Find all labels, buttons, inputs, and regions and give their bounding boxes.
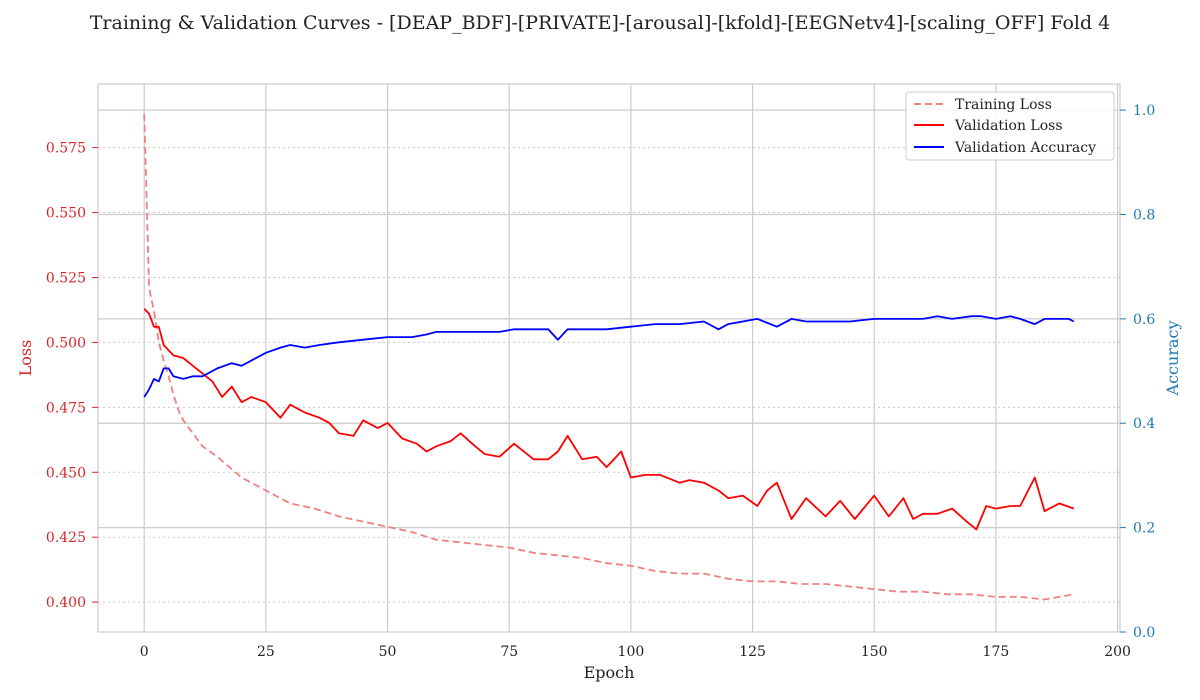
left-y-tick-label: 0.525 — [46, 270, 86, 286]
right-y-tick-label: 0.0 — [1133, 625, 1155, 641]
x-tick-label: 200 — [1104, 644, 1131, 660]
left-y-tick-label: 0.550 — [46, 206, 86, 222]
right-y-tick-label: 0.6 — [1133, 312, 1155, 328]
right-y-tick-label: 0.4 — [1133, 416, 1155, 432]
left-y-tick-label: 0.575 — [46, 141, 86, 157]
legend-box — [905, 91, 1115, 161]
validation-loss-line — [143, 308, 1075, 531]
x-tick-label: 175 — [983, 644, 1010, 660]
plot-area — [98, 84, 1120, 632]
right-y-tick-label: 0.8 — [1133, 207, 1155, 223]
x-tick-label: 150 — [861, 644, 888, 660]
legend-label-validation-accuracy: Validation Accuracy — [954, 140, 1096, 156]
x-tick-label: 25 — [257, 644, 275, 660]
training-loss-line — [143, 113, 1074, 601]
x-tick-label: 0 — [140, 644, 149, 660]
x-tick-label: 50 — [379, 644, 397, 660]
right-y-tick-label: 0.2 — [1133, 521, 1155, 537]
chart-title: Training & Validation Curves - [DEAP_BDF… — [90, 12, 1111, 34]
left-y-tick-label: 0.425 — [46, 530, 86, 546]
validation-accuracy-line — [143, 315, 1075, 398]
left-y-tick-label: 0.400 — [46, 595, 86, 611]
left-y-tick-label: 0.500 — [46, 335, 86, 351]
legend-label-training-loss: Training Loss — [955, 97, 1052, 113]
plot-frame — [97, 83, 1121, 633]
right-y-axis-label: Accuracy — [1163, 321, 1182, 397]
right-y-tick-label: 1.0 — [1133, 103, 1155, 119]
left-y-axis-ticks: 0.400 0.425 0.450 0.475 0.500 0.525 0.550 0.575 — [46, 141, 98, 611]
left-y-axis-label: Loss — [16, 340, 35, 377]
x-axis-ticks: 0 25 50 75 100 125 150 175 200 — [140, 644, 1131, 660]
series-lines — [143, 113, 1075, 601]
chart-legend: Training Loss Validation Loss Validation… — [905, 91, 1115, 161]
x-axis-label: Epoch — [584, 663, 635, 682]
x-tick-label: 100 — [618, 644, 645, 660]
x-tick-label: 125 — [739, 644, 766, 660]
left-y-tick-label: 0.475 — [46, 400, 86, 416]
x-tick-label: 75 — [500, 644, 518, 660]
legend-label-validation-loss: Validation Loss — [954, 118, 1063, 134]
right-y-axis-ticks: 0.0 0.2 0.4 0.6 0.8 1.0 — [1120, 103, 1155, 641]
left-y-tick-label: 0.450 — [46, 465, 86, 481]
